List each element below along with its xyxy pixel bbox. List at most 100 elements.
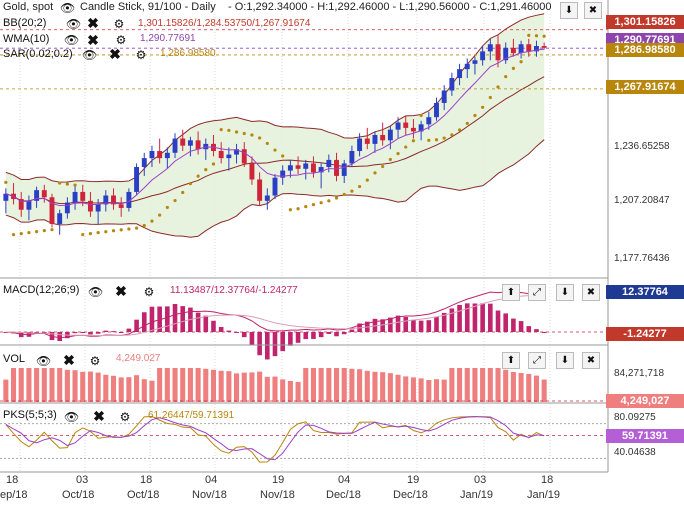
sar-dot (411, 139, 416, 143)
macd-histogram-bar (195, 312, 201, 332)
close-pane-button[interactable]: ✖ (584, 2, 602, 19)
sar-dot (242, 131, 246, 136)
volume-bar (249, 372, 255, 402)
volume-bar (303, 368, 309, 402)
candle-body (364, 138, 370, 144)
volume-bar (418, 378, 424, 402)
volume-bar (364, 370, 370, 402)
volume-bar (295, 382, 301, 402)
candle-body (149, 151, 155, 159)
macd-label: MACD(12;26;9) (3, 284, 80, 296)
move-down-button[interactable]: ⬇ (556, 352, 574, 369)
sar-dot (404, 145, 408, 149)
gear-icon[interactable]: ⚙ (89, 354, 101, 368)
close-pane-button[interactable]: ✖ (582, 284, 600, 301)
eye-icon[interactable]: 👁 (36, 354, 52, 368)
gear-icon[interactable]: ⚙ (115, 33, 127, 47)
close-pane-button[interactable]: ✖ (582, 352, 600, 369)
volume-bar (49, 368, 55, 402)
volume-bar (403, 376, 409, 402)
candle-body (526, 44, 532, 52)
sar-dot (365, 178, 369, 182)
candle-body (272, 177, 278, 196)
candle-body (372, 134, 378, 144)
macd-histogram-bar (41, 332, 47, 334)
eye-icon[interactable]: 👁 (88, 285, 104, 299)
move-up-button[interactable]: ⬆ (502, 284, 520, 301)
sar-price-tag: 1,286.98580 (606, 43, 684, 57)
macd-histogram-bar (295, 332, 301, 343)
eye-icon[interactable]: 👁 (82, 48, 98, 62)
expand-pane-button[interactable]: ⤢ (528, 352, 546, 369)
expand-pane-button[interactable]: ⤢ (528, 284, 546, 301)
eye-icon[interactable]: 👁 (64, 410, 80, 424)
candle-body (126, 191, 132, 208)
move-down-button[interactable]: ⬇ (560, 2, 578, 19)
volume-bar (126, 377, 132, 402)
candle-body (280, 170, 286, 178)
macd-histogram-bar (118, 332, 124, 333)
eye-icon[interactable]: 👁 (66, 17, 82, 31)
volume-bar (495, 368, 501, 402)
volume-bar (518, 373, 524, 402)
sar-dot (142, 223, 146, 228)
volume-bar (110, 375, 117, 402)
sar-dot (219, 128, 223, 132)
gear-icon[interactable]: ⚙ (143, 285, 155, 299)
macd-histogram-bar (80, 332, 86, 333)
move-up-button[interactable]: ⬆ (502, 352, 520, 369)
macd-histogram-bar (418, 320, 424, 332)
sar-dot (19, 232, 23, 236)
candle-body (111, 195, 116, 205)
gear-icon[interactable]: ⚙ (135, 48, 147, 62)
close-icon[interactable]: ✖ (93, 408, 105, 424)
candle-body (503, 47, 509, 61)
macd-histogram-bar (172, 303, 178, 332)
candle-body (218, 151, 224, 159)
volume-bar (149, 380, 155, 402)
eye-icon[interactable]: 👁 (60, 1, 76, 15)
macd-histogram-bar (211, 320, 216, 332)
gear-icon[interactable]: ⚙ (113, 17, 125, 31)
macd-histogram-bar (488, 303, 493, 332)
close-icon[interactable]: ✖ (115, 283, 127, 299)
bollinger-middle-line (5, 76, 545, 204)
volume-bar (34, 368, 40, 402)
candle-body (403, 122, 409, 128)
sar-dot (288, 208, 292, 212)
sar-dot (165, 205, 169, 210)
sar-dot (4, 180, 8, 184)
volume-bar (357, 369, 363, 402)
macd-histogram-bar (57, 332, 62, 342)
volume-bar (57, 368, 63, 402)
sar-dot (127, 227, 131, 231)
macd-histogram-bar (241, 332, 247, 338)
eye-icon[interactable]: 👁 (64, 33, 80, 47)
gear-icon[interactable]: ⚙ (119, 410, 131, 424)
macd-signal-line (5, 294, 545, 337)
close-icon[interactable]: ✖ (63, 352, 75, 368)
candle-body (341, 163, 347, 176)
x-month-label: Dec/18 (326, 489, 361, 501)
sar-dot (281, 154, 285, 158)
volume-bar (480, 368, 486, 402)
pks-d-line (5, 416, 545, 461)
candle-body (441, 90, 447, 103)
volume-bar (326, 368, 332, 402)
macd-histogram-bar (388, 317, 393, 332)
close-icon[interactable]: ✖ (87, 32, 99, 48)
volume-bar (533, 375, 540, 402)
macd-histogram-bar (457, 304, 462, 332)
candle-body (41, 190, 47, 198)
macd-signal-tag: 12.37764 (606, 285, 684, 299)
move-down-button[interactable]: ⬇ (556, 284, 574, 301)
pks-tag: 59.71391 (606, 429, 684, 443)
macd-histogram-bar (380, 319, 385, 332)
sar-dot (388, 157, 392, 162)
close-icon[interactable]: ✖ (87, 15, 99, 31)
sar-dot (511, 66, 515, 70)
close-icon[interactable]: ✖ (109, 46, 121, 62)
volume-bar (187, 368, 193, 402)
sar-dot (488, 95, 492, 100)
